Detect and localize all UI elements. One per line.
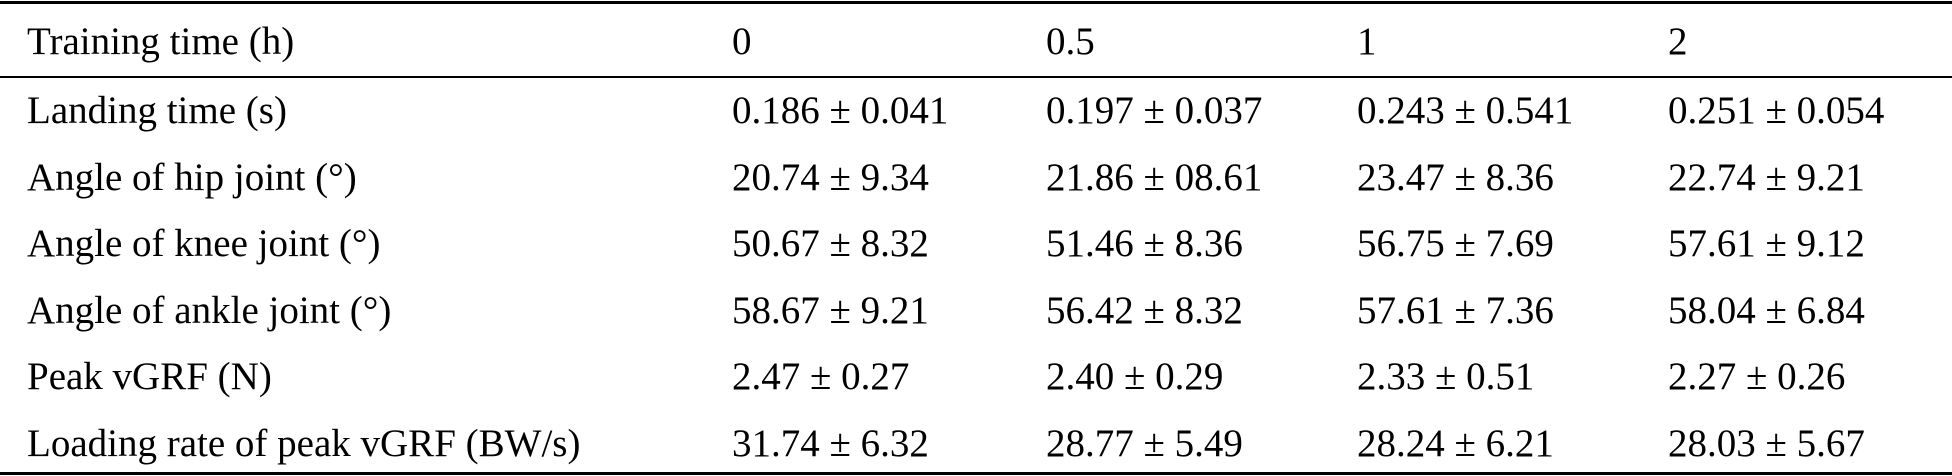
cell: 2.33 ± 0.51 <box>1357 355 1535 399</box>
cell: 57.61 ± 9.12 <box>1668 222 1865 266</box>
row-label: Peak vGRF (N) <box>27 355 272 399</box>
cell: 2.47 ± 0.27 <box>732 355 910 399</box>
row-label: Landing time (s) <box>27 89 287 132</box>
cell: 22.74 ± 9.21 <box>1668 155 1865 199</box>
row-label: Angle of ankle joint (°) <box>27 288 392 332</box>
row-label: Loading rate of peak vGRF (BW/s) <box>27 422 581 465</box>
header-cell: 1 <box>1357 20 1377 63</box>
cell: 58.04 ± 6.84 <box>1668 288 1865 332</box>
cell: 0.186 ± 0.041 <box>732 89 949 132</box>
header-cell: 0.5 <box>1046 20 1095 63</box>
header-cell: 0 <box>732 20 752 63</box>
top-rule <box>0 1 1952 4</box>
cell: 28.24 ± 6.21 <box>1357 422 1554 465</box>
cell: 21.86 ± 08.61 <box>1046 155 1263 199</box>
header-cell: Training time (h) <box>27 20 295 63</box>
bottom-rule <box>0 472 1952 475</box>
cell: 0.243 ± 0.541 <box>1357 89 1574 132</box>
header-cell: 2 <box>1668 20 1688 63</box>
cell: 56.75 ± 7.69 <box>1357 222 1554 266</box>
cell: 23.47 ± 8.36 <box>1357 155 1554 199</box>
cell: 28.03 ± 5.67 <box>1668 422 1865 465</box>
row-label: Angle of hip joint (°) <box>27 155 357 199</box>
cell: 50.67 ± 8.32 <box>732 222 929 266</box>
cell: 57.61 ± 7.36 <box>1357 288 1554 332</box>
cell: 56.42 ± 8.32 <box>1046 288 1243 332</box>
cell: 28.77 ± 5.49 <box>1046 422 1243 465</box>
cell: 0.251 ± 0.054 <box>1668 89 1885 132</box>
cell: 58.67 ± 9.21 <box>732 288 929 332</box>
cell: 51.46 ± 8.36 <box>1046 222 1243 266</box>
cell: 2.27 ± 0.26 <box>1668 355 1846 399</box>
cell: 0.197 ± 0.037 <box>1046 89 1263 132</box>
row-label: Angle of knee joint (°) <box>27 222 381 266</box>
header-rule <box>0 76 1952 78</box>
cell: 20.74 ± 9.34 <box>732 155 929 199</box>
cell: 31.74 ± 6.32 <box>732 422 929 465</box>
cell: 2.40 ± 0.29 <box>1046 355 1224 399</box>
